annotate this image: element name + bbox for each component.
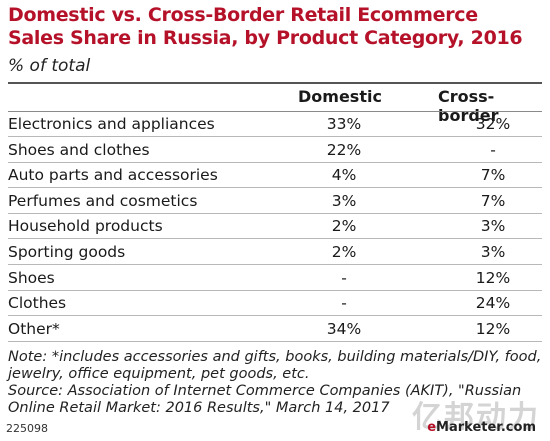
row-divider xyxy=(8,264,542,265)
source-text: Source: Association of Internet Commerce… xyxy=(8,383,522,416)
table-row: Shoes and clothes 22% - xyxy=(8,138,542,163)
table-row: Auto parts and accessories 4% 7% xyxy=(8,163,542,189)
row-divider xyxy=(8,136,542,137)
note-text: Note: *includes accessories and gifts, b… xyxy=(8,349,542,382)
chart-subtitle: % of total xyxy=(8,56,91,76)
table-row: Perfumes and cosmetics 3% 7% xyxy=(8,189,542,214)
cross-border-value: 3% xyxy=(480,217,506,236)
row-category: Clothes xyxy=(8,294,67,313)
chart-id: 225098 xyxy=(6,422,48,435)
row-category: Household products xyxy=(8,217,163,236)
cross-border-value: 7% xyxy=(480,191,506,210)
header-top-rule xyxy=(8,82,542,84)
table-footnote: Note: *includes accessories and gifts, b… xyxy=(8,349,548,417)
cross-border-value: 12% xyxy=(475,268,511,287)
chart-title: Domestic vs. Cross-Border Retail Ecommer… xyxy=(8,4,523,49)
row-divider xyxy=(8,289,542,291)
cross-border-value: 7% xyxy=(480,166,506,185)
watermark: 亿邦动力 xyxy=(412,400,540,435)
brand-logo: eMarketer.com xyxy=(427,420,536,435)
cross-border-value: 32% xyxy=(475,115,511,133)
cross-border-value: - xyxy=(490,140,496,159)
header-bottom-rule xyxy=(8,111,542,112)
cross-border-value: 3% xyxy=(480,243,506,261)
row-category: Sporting goods xyxy=(8,243,126,261)
row-category: Shoes and clothes xyxy=(8,140,150,159)
domestic-value: 3% xyxy=(331,191,357,210)
row-divider xyxy=(8,238,542,240)
row-divider xyxy=(8,340,542,342)
table-row: Household products 2% 3% xyxy=(8,214,542,240)
domestic-value: 22% xyxy=(326,140,362,159)
row-category: Electronics and appliances xyxy=(8,115,215,133)
cross-border-value: 12% xyxy=(475,319,511,338)
row-divider xyxy=(8,212,542,214)
table-row: Sporting goods 2% 3% xyxy=(8,240,542,265)
domestic-value: 34% xyxy=(326,319,362,338)
domestic-value: 33% xyxy=(326,115,362,133)
column-header-domestic: Domestic xyxy=(298,87,382,106)
row-divider xyxy=(8,187,542,189)
table-row: Clothes - 24% xyxy=(8,291,542,317)
row-divider xyxy=(8,161,542,163)
table-row: Shoes - 12% xyxy=(8,266,542,291)
domestic-value: - xyxy=(341,294,347,313)
table-row: Other* 34% 12% xyxy=(8,317,542,342)
row-category: Perfumes and cosmetics xyxy=(8,191,198,210)
domestic-value: 2% xyxy=(331,217,357,236)
row-category: Other* xyxy=(8,319,60,338)
domestic-value: 4% xyxy=(331,166,357,185)
row-category: Auto parts and accessories xyxy=(8,166,218,185)
domestic-value: - xyxy=(341,268,347,287)
row-divider xyxy=(8,315,542,317)
domestic-value: 2% xyxy=(331,243,357,261)
column-header-cross-border: Cross-border xyxy=(438,87,499,125)
row-category: Shoes xyxy=(8,268,55,287)
table-row: Electronics and appliances 33% 32% xyxy=(8,112,542,137)
cross-border-value: 24% xyxy=(475,294,511,313)
